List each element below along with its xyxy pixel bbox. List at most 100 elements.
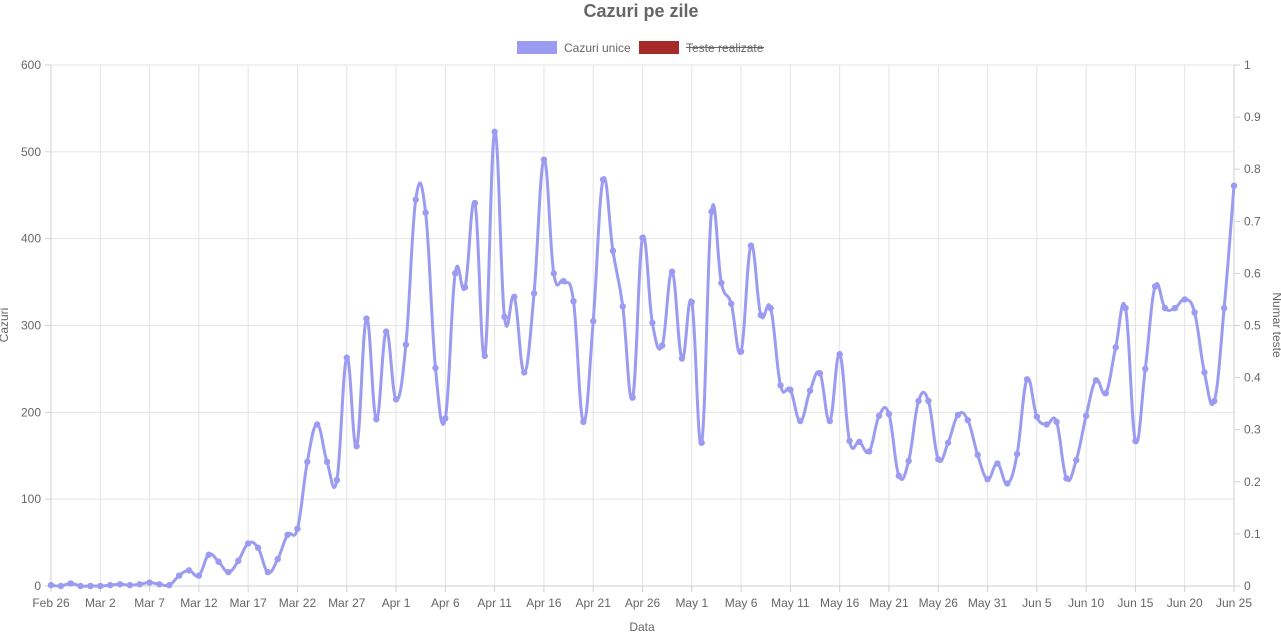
data-point[interactable] bbox=[826, 417, 834, 425]
data-point[interactable] bbox=[1004, 480, 1011, 487]
data-point[interactable] bbox=[1211, 397, 1218, 405]
data-point[interactable] bbox=[570, 297, 577, 305]
data-point[interactable] bbox=[57, 582, 65, 590]
data-point[interactable] bbox=[323, 458, 331, 466]
data-point[interactable] bbox=[175, 572, 183, 579]
data-point[interactable] bbox=[185, 567, 193, 574]
data-point[interactable] bbox=[806, 387, 814, 394]
data-point[interactable] bbox=[333, 476, 341, 484]
data-point[interactable] bbox=[678, 355, 686, 362]
data-point[interactable] bbox=[649, 319, 656, 327]
data-point[interactable] bbox=[373, 416, 380, 423]
data-point[interactable] bbox=[313, 421, 321, 428]
data-point[interactable] bbox=[451, 270, 459, 277]
data-point[interactable] bbox=[1122, 304, 1129, 312]
data-point[interactable] bbox=[402, 341, 410, 348]
data-point[interactable] bbox=[461, 284, 469, 291]
data-point[interactable] bbox=[1181, 296, 1188, 303]
data-point[interactable] bbox=[235, 557, 242, 565]
data-point[interactable] bbox=[521, 369, 528, 376]
data-point[interactable] bbox=[639, 234, 646, 241]
data-point[interactable] bbox=[106, 581, 114, 589]
data-point[interactable] bbox=[895, 472, 903, 479]
data-point[interactable] bbox=[274, 555, 281, 563]
data-point[interactable] bbox=[609, 247, 617, 255]
data-point[interactable] bbox=[747, 242, 755, 249]
data-point[interactable] bbox=[363, 315, 370, 322]
data-point[interactable] bbox=[1092, 377, 1100, 384]
data-point[interactable] bbox=[757, 311, 764, 319]
data-point[interactable] bbox=[668, 268, 676, 275]
data-point[interactable] bbox=[1201, 369, 1208, 376]
data-point[interactable] bbox=[974, 451, 981, 459]
data-point[interactable] bbox=[1220, 304, 1228, 312]
data-point[interactable] bbox=[629, 394, 636, 401]
data-point[interactable] bbox=[836, 350, 843, 358]
data-point[interactable] bbox=[136, 581, 143, 588]
data-point[interactable] bbox=[1053, 418, 1060, 426]
data-point[interactable] bbox=[126, 581, 134, 589]
data-point[interactable] bbox=[501, 313, 508, 321]
data-point[interactable] bbox=[816, 370, 824, 377]
data-point[interactable] bbox=[392, 396, 400, 403]
data-point[interactable] bbox=[87, 582, 94, 590]
data-point[interactable] bbox=[294, 525, 301, 532]
data-point[interactable] bbox=[1191, 309, 1198, 316]
data-point[interactable] bbox=[343, 354, 350, 361]
data-point[interactable] bbox=[984, 475, 991, 483]
data-point[interactable] bbox=[767, 304, 774, 312]
data-point[interactable] bbox=[244, 540, 252, 547]
data-point[interactable] bbox=[560, 278, 567, 285]
data-point[interactable] bbox=[935, 456, 942, 463]
data-point[interactable] bbox=[264, 568, 272, 576]
data-point[interactable] bbox=[797, 417, 804, 425]
data-point[interactable] bbox=[599, 176, 607, 183]
data-point[interactable] bbox=[97, 582, 104, 590]
data-point[interactable] bbox=[116, 581, 124, 588]
data-point[interactable] bbox=[1230, 182, 1238, 189]
data-point[interactable] bbox=[925, 397, 932, 405]
data-point[interactable] bbox=[777, 382, 784, 389]
data-point[interactable] bbox=[954, 411, 962, 419]
data-point[interactable] bbox=[166, 581, 173, 589]
data-point[interactable] bbox=[304, 458, 311, 466]
data-point[interactable] bbox=[964, 416, 972, 424]
data-point[interactable] bbox=[659, 342, 666, 349]
data-point[interactable] bbox=[708, 208, 715, 215]
data-point[interactable] bbox=[580, 418, 587, 426]
legend-item-teste-realizate[interactable]: Teste realizate bbox=[639, 41, 764, 55]
data-point[interactable] bbox=[787, 386, 794, 393]
data-point[interactable] bbox=[875, 412, 883, 420]
data-point[interactable] bbox=[530, 290, 538, 297]
data-point[interactable] bbox=[284, 531, 291, 538]
data-point[interactable] bbox=[728, 300, 735, 307]
data-point[interactable] bbox=[1132, 437, 1139, 445]
data-point[interactable] bbox=[156, 581, 163, 588]
data-point[interactable] bbox=[511, 293, 518, 301]
data-point[interactable] bbox=[1073, 456, 1080, 464]
data-point[interactable] bbox=[846, 437, 853, 445]
data-point[interactable] bbox=[1063, 475, 1070, 482]
data-point[interactable] bbox=[195, 572, 203, 579]
data-point[interactable] bbox=[432, 364, 439, 372]
data-point[interactable] bbox=[619, 303, 626, 310]
data-point[interactable] bbox=[1043, 421, 1050, 428]
data-point[interactable] bbox=[688, 298, 695, 306]
data-point[interactable] bbox=[905, 457, 912, 465]
data-point[interactable] bbox=[422, 209, 429, 216]
data-point[interactable] bbox=[885, 410, 893, 418]
data-point[interactable] bbox=[994, 460, 1001, 467]
data-point[interactable] bbox=[1023, 376, 1031, 383]
data-point[interactable] bbox=[225, 568, 232, 576]
data-point[interactable] bbox=[1151, 283, 1159, 290]
data-point[interactable] bbox=[866, 448, 873, 455]
data-point[interactable] bbox=[944, 439, 952, 446]
data-point[interactable] bbox=[67, 580, 74, 587]
data-point[interactable] bbox=[442, 415, 449, 422]
data-point[interactable] bbox=[215, 558, 222, 565]
data-point[interactable] bbox=[698, 439, 705, 446]
legend-item-cazuri-unice[interactable]: Cazuri unice bbox=[517, 41, 631, 55]
data-point[interactable] bbox=[146, 579, 153, 586]
data-point[interactable] bbox=[1033, 413, 1041, 420]
data-point[interactable] bbox=[1112, 344, 1119, 351]
